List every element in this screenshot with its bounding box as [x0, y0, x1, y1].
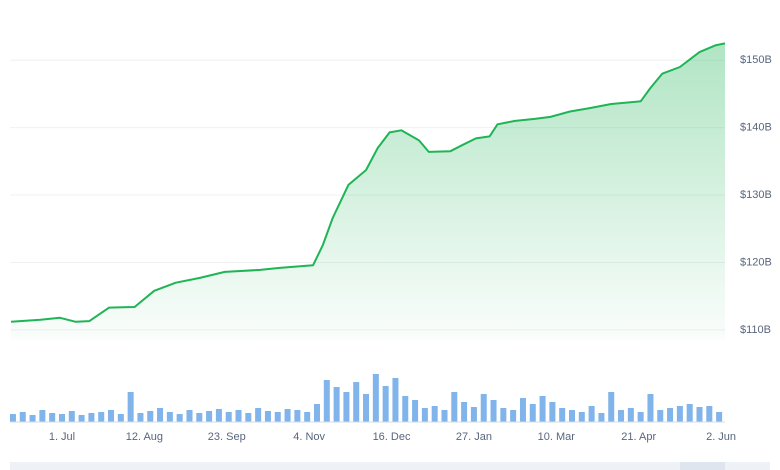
volume-bar: [598, 413, 605, 422]
volume-bar: [706, 406, 713, 422]
volume-bar: [441, 410, 448, 422]
volume-bar: [117, 414, 124, 422]
volume-bar: [539, 396, 546, 422]
volume-bar: [127, 392, 134, 422]
volume-bar: [245, 413, 252, 422]
volume-bar: [431, 406, 438, 422]
x-tick-label: 1. Jul: [49, 431, 75, 443]
y-tick-label: $110B: [740, 324, 771, 336]
volume-bar: [588, 406, 595, 422]
volume-bar: [88, 413, 95, 422]
volume-bar: [147, 411, 154, 422]
volume-bar: [490, 400, 497, 422]
y-tick-label: $120B: [740, 256, 772, 268]
volume-bar: [353, 382, 360, 422]
volume-bar: [304, 412, 311, 422]
volume-bar: [294, 410, 301, 422]
volume-bar: [627, 408, 634, 422]
volume-bar: [166, 412, 173, 422]
volume-bar: [255, 408, 262, 422]
volume-bar: [19, 412, 26, 422]
volume-bar: [529, 404, 536, 422]
volume-bar: [215, 409, 222, 422]
volume-bar: [618, 410, 625, 422]
volume-bar: [343, 392, 350, 422]
volume-bar: [264, 411, 271, 422]
volume-bar: [461, 402, 468, 422]
volume-bar: [382, 386, 389, 422]
volume-bar: [157, 408, 164, 422]
volume-bar: [500, 408, 507, 422]
navigator-handle[interactable]: [680, 462, 725, 470]
volume-bar: [58, 414, 65, 422]
volume-bar: [176, 414, 183, 422]
volume-bar: [637, 412, 644, 422]
volume-bar: [39, 410, 46, 422]
volume-bar: [402, 396, 409, 422]
y-tick-label: $130B: [740, 189, 772, 201]
volume-bar: [421, 408, 428, 422]
volume-bar: [549, 402, 556, 422]
volume-bar: [196, 413, 203, 422]
navigator-track[interactable]: [10, 462, 770, 470]
area: [10, 43, 726, 341]
volume-bar: [68, 411, 75, 422]
volume-bar: [29, 415, 36, 422]
volume-bar: [696, 407, 703, 422]
volume-bar: [686, 404, 693, 422]
volume-bar: [510, 410, 517, 422]
x-tick-label: 4. Nov: [293, 431, 325, 443]
volume-bar: [284, 409, 291, 422]
volume-bar: [559, 408, 566, 422]
volume-bar: [412, 400, 419, 422]
y-tick-label: $140B: [740, 122, 772, 134]
volume-bar: [333, 387, 340, 422]
volume-bar: [716, 412, 723, 422]
volume-bar: [519, 398, 526, 422]
x-tick-label: 21. Apr: [621, 431, 656, 443]
volume-bar: [363, 394, 370, 422]
volume-bar: [78, 415, 85, 422]
volume-bar: [392, 378, 399, 422]
volume-bar: [608, 392, 615, 422]
volume-bar: [313, 404, 320, 422]
volume-bar: [108, 410, 115, 422]
x-tick-label: 12. Aug: [126, 431, 163, 443]
volume-bar: [470, 407, 477, 422]
x-tick-label: 10. Mar: [538, 431, 576, 443]
x-tick-label: 23. Sep: [208, 431, 246, 443]
volume-bar: [568, 410, 575, 422]
volume-bar: [98, 412, 105, 422]
x-tick-label: 27. Jan: [456, 431, 492, 443]
volume-bar: [49, 413, 56, 422]
volume-bar: [372, 374, 379, 422]
volume-bar: [323, 380, 330, 422]
volume-bar: [451, 392, 458, 422]
x-tick-label: 2. Jun: [706, 431, 736, 443]
volume-bar: [480, 394, 487, 422]
y-tick-label: $150B: [740, 54, 772, 66]
volume-bar: [578, 412, 585, 422]
volume-bar: [676, 406, 683, 422]
volume-bar: [657, 410, 664, 422]
volume-bar: [235, 410, 242, 422]
volume-bar: [667, 408, 674, 422]
x-tick-label: 16. Dec: [373, 431, 411, 443]
volume-bar: [186, 410, 193, 422]
volume-bar: [274, 412, 281, 422]
price-line: [10, 42, 726, 323]
volume-bar: [137, 413, 144, 422]
volume-bar: [9, 414, 16, 422]
volume-bar: [206, 411, 213, 422]
volume-bar: [225, 412, 232, 422]
volume-bar: [647, 394, 654, 422]
